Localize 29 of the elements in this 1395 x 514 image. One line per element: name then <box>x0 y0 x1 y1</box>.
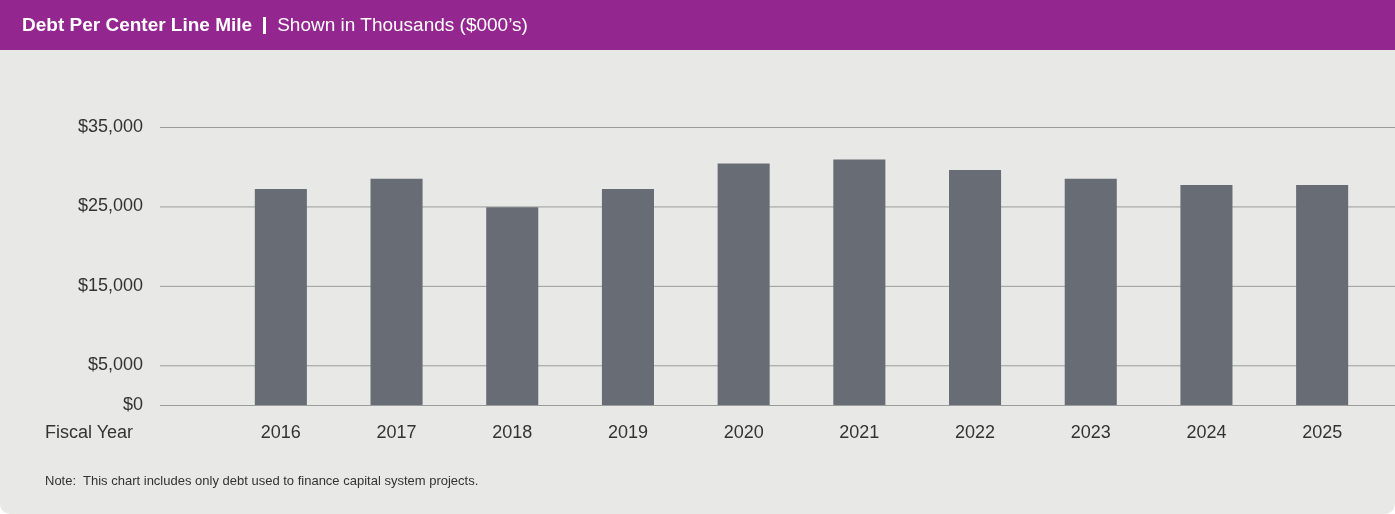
x-axis-title: Fiscal Year <box>45 421 134 442</box>
bar <box>1180 184 1233 405</box>
x-tick-label: 2024 <box>1186 421 1227 442</box>
y-tick-label: $0 <box>122 393 143 414</box>
text: Note: This chart includes only debt used to finance capital system projects. <box>45 472 479 488</box>
bar <box>486 207 539 405</box>
x-tick-label: 2023 <box>1070 421 1111 442</box>
chart-subtitle: Shown in Thousands ($000’s) <box>277 14 528 36</box>
x-tick-label: 2020 <box>723 421 764 442</box>
y-tick-label: $15,000 <box>77 274 143 295</box>
x-tick-label: 2018 <box>492 421 533 442</box>
y-tick-label: $5,000 <box>87 354 143 375</box>
x-tick-label: 2025 <box>1302 421 1343 442</box>
bar <box>717 163 770 405</box>
x-tick-label: 2021 <box>839 421 880 442</box>
chart-title: Debt Per Center Line Mile <box>22 14 253 36</box>
x-tick-label: 2019 <box>607 421 648 442</box>
y-tick-label: $25,000 <box>77 195 143 216</box>
bar <box>833 159 886 405</box>
x-tick-label: 2017 <box>376 421 417 442</box>
y-tick-label: $35,000 <box>77 115 143 136</box>
bar <box>949 169 1002 405</box>
bar <box>1064 178 1117 405</box>
x-tick-label: 2016 <box>260 421 301 442</box>
x-tick-label: 2022 <box>955 421 996 442</box>
bar <box>1296 184 1349 405</box>
bar <box>370 178 423 405</box>
bar <box>601 188 654 405</box>
bar <box>254 188 307 405</box>
